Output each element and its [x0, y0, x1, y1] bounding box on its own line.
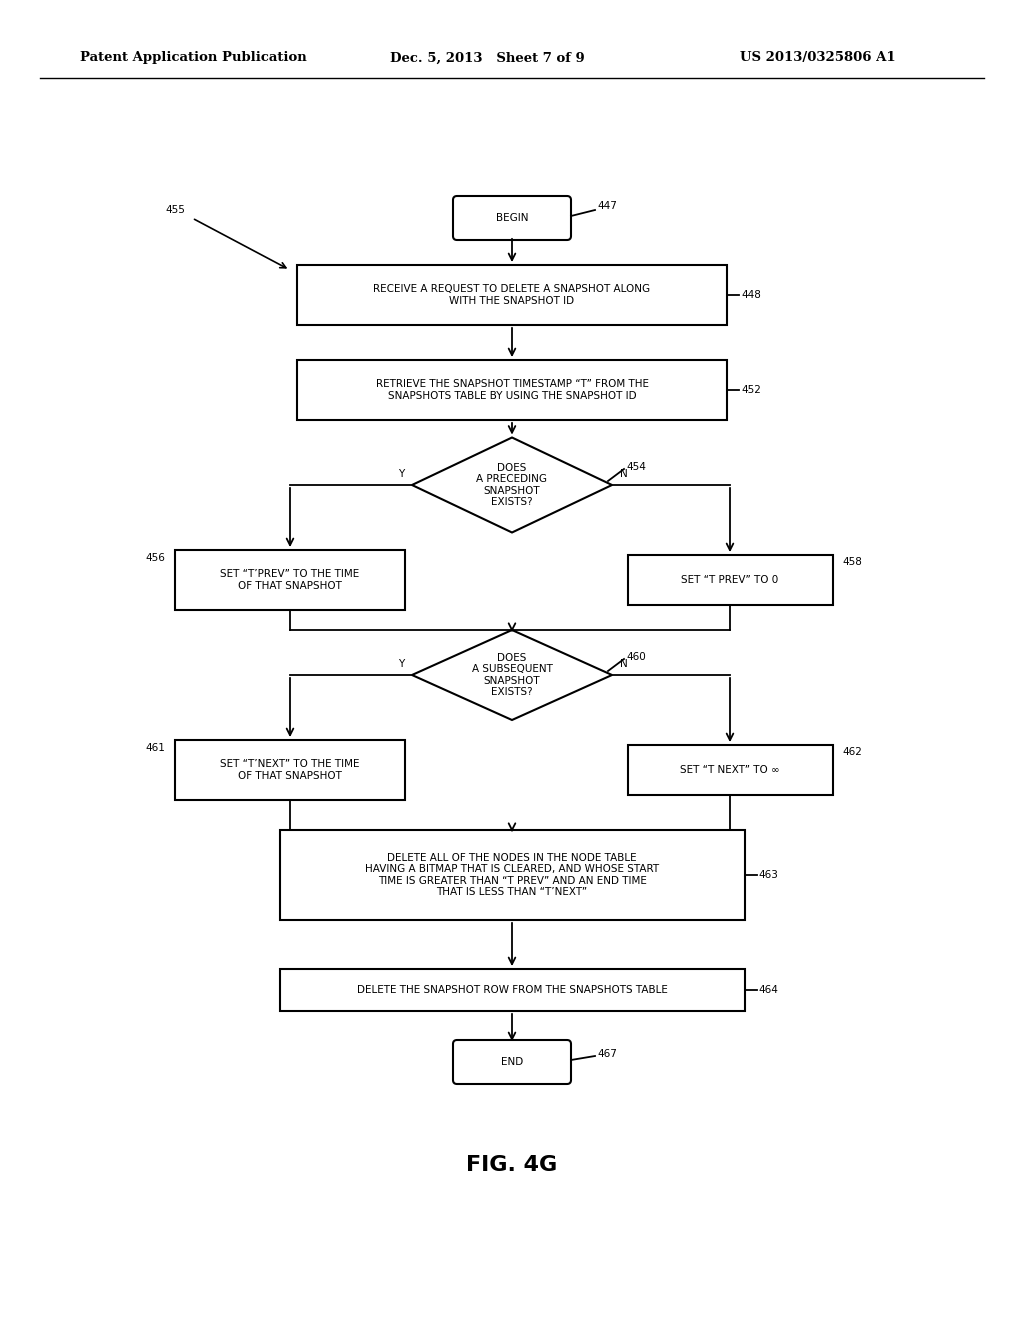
Polygon shape: [412, 630, 612, 719]
Text: DELETE ALL OF THE NODES IN THE NODE TABLE
HAVING A BITMAP THAT IS CLEARED, AND W: DELETE ALL OF THE NODES IN THE NODE TABL…: [365, 853, 659, 898]
Text: N: N: [620, 469, 628, 479]
Text: Dec. 5, 2013   Sheet 7 of 9: Dec. 5, 2013 Sheet 7 of 9: [390, 51, 585, 65]
Text: RECEIVE A REQUEST TO DELETE A SNAPSHOT ALONG
WITH THE SNAPSHOT ID: RECEIVE A REQUEST TO DELETE A SNAPSHOT A…: [374, 284, 650, 306]
Bar: [628, 554, 833, 605]
Text: 452: 452: [741, 385, 761, 395]
Text: 458: 458: [843, 557, 862, 568]
Text: 448: 448: [741, 290, 761, 300]
Text: SET “T’PREV” TO THE TIME
OF THAT SNAPSHOT: SET “T’PREV” TO THE TIME OF THAT SNAPSHO…: [220, 569, 359, 591]
Text: 454: 454: [626, 462, 646, 473]
Bar: [280, 830, 744, 920]
Polygon shape: [412, 437, 612, 532]
Text: 456: 456: [145, 553, 165, 564]
Text: BEGIN: BEGIN: [496, 213, 528, 223]
Text: SET “T’NEXT” TO THE TIME
OF THAT SNAPSHOT: SET “T’NEXT” TO THE TIME OF THAT SNAPSHO…: [220, 759, 359, 781]
Bar: [297, 360, 727, 420]
Text: 461: 461: [145, 743, 165, 752]
Bar: [175, 550, 406, 610]
Bar: [628, 744, 833, 795]
Text: 455: 455: [165, 205, 185, 215]
Text: N: N: [620, 659, 628, 669]
Text: SET “T NEXT” TO ∞: SET “T NEXT” TO ∞: [680, 766, 780, 775]
Text: SET “T PREV” TO 0: SET “T PREV” TO 0: [681, 576, 778, 585]
Text: 462: 462: [843, 747, 862, 756]
Text: 463: 463: [759, 870, 778, 880]
Text: Patent Application Publication: Patent Application Publication: [80, 51, 307, 65]
Bar: [297, 265, 727, 325]
Text: FIG. 4G: FIG. 4G: [466, 1155, 558, 1175]
Text: US 2013/0325806 A1: US 2013/0325806 A1: [740, 51, 896, 65]
Text: DELETE THE SNAPSHOT ROW FROM THE SNAPSHOTS TABLE: DELETE THE SNAPSHOT ROW FROM THE SNAPSHO…: [356, 985, 668, 995]
Text: 467: 467: [597, 1049, 616, 1059]
FancyBboxPatch shape: [453, 195, 571, 240]
Text: DOES
A PRECEDING
SNAPSHOT
EXISTS?: DOES A PRECEDING SNAPSHOT EXISTS?: [476, 462, 548, 507]
Text: Y: Y: [397, 659, 404, 669]
Bar: [175, 741, 406, 800]
Text: 447: 447: [597, 201, 616, 211]
Bar: [280, 969, 744, 1011]
Text: DOES
A SUBSEQUENT
SNAPSHOT
EXISTS?: DOES A SUBSEQUENT SNAPSHOT EXISTS?: [472, 652, 552, 697]
Text: RETRIEVE THE SNAPSHOT TIMESTAMP “T” FROM THE
SNAPSHOTS TABLE BY USING THE SNAPSH: RETRIEVE THE SNAPSHOT TIMESTAMP “T” FROM…: [376, 379, 648, 401]
Text: END: END: [501, 1057, 523, 1067]
Text: Y: Y: [397, 469, 404, 479]
Text: 460: 460: [626, 652, 646, 663]
FancyBboxPatch shape: [453, 1040, 571, 1084]
Text: 464: 464: [759, 985, 778, 995]
